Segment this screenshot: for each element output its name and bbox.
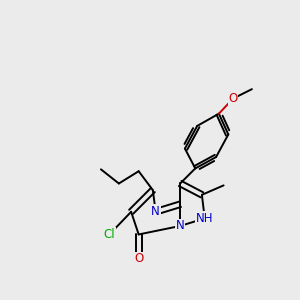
Text: N: N (176, 220, 184, 232)
Text: Cl: Cl (103, 228, 115, 241)
Text: N: N (151, 205, 160, 218)
Text: NH: NH (196, 212, 214, 225)
Text: O: O (134, 253, 143, 266)
Text: O: O (228, 92, 238, 105)
